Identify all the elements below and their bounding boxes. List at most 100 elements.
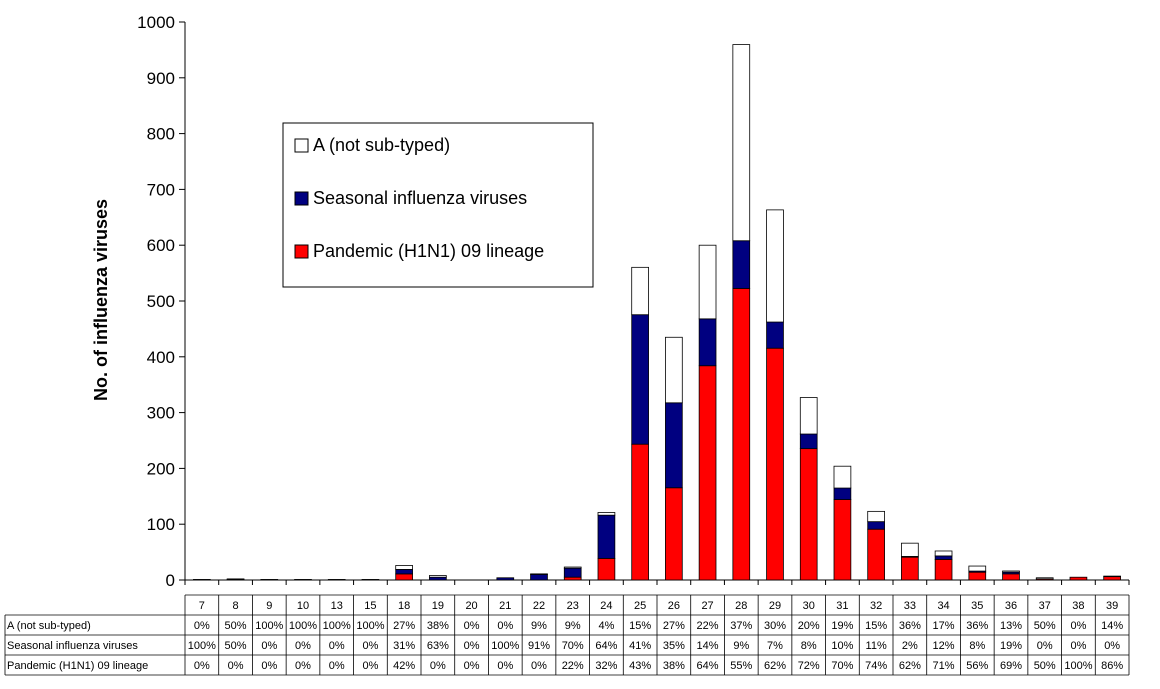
bar-segment — [631, 314, 649, 445]
bar-stack-37 — [1035, 577, 1054, 581]
bar-segment — [1103, 575, 1121, 578]
y-tick-label: 600 — [147, 236, 175, 255]
bar-segment — [193, 579, 211, 581]
bar-stack-13 — [327, 579, 346, 581]
bar-segment — [327, 579, 346, 581]
bar-stack-34 — [934, 550, 953, 581]
table-header-cell: 29 — [769, 600, 781, 612]
table-cell: 63% — [427, 640, 449, 652]
bar-stack-8 — [226, 578, 245, 581]
bar-segment — [968, 565, 987, 572]
table-header-cell: 39 — [1106, 600, 1118, 612]
table-header-cell: 9 — [266, 600, 272, 612]
bar-segment — [563, 576, 582, 581]
bar-segment — [1103, 576, 1121, 581]
table-cell: 0% — [194, 660, 210, 672]
table-cell: 0% — [1037, 640, 1053, 652]
bar-segment — [867, 521, 885, 530]
bar-stack-22 — [530, 573, 548, 581]
table-cell: 91% — [528, 640, 550, 652]
bar-stack-18 — [395, 565, 413, 581]
bar-segment — [395, 573, 413, 581]
y-tick-label: 800 — [147, 125, 175, 144]
y-tick-label: 700 — [147, 180, 175, 199]
y-axis: 0 100 200 300 400 500 600 700 800 900 1000 — [137, 13, 1130, 590]
table-cell: 55% — [730, 660, 752, 672]
table-cell: 13% — [1000, 620, 1022, 632]
table-header-cell: 37 — [1039, 600, 1051, 612]
table-cell: 35% — [663, 640, 685, 652]
table-cell: 9% — [565, 620, 581, 632]
table-cell: 0% — [531, 660, 547, 672]
table-cell: 22% — [562, 660, 584, 672]
table-cell: 15% — [629, 620, 651, 632]
table-cell: 43% — [629, 660, 651, 672]
bar-segment — [732, 44, 751, 242]
bar-segment — [429, 575, 447, 578]
bar-stack-27 — [698, 244, 717, 581]
y-tick-label: 1000 — [137, 13, 175, 32]
table-header-cell: 20 — [465, 600, 477, 612]
bar-segment — [732, 240, 751, 289]
table-cell: 17% — [933, 620, 955, 632]
table-cell: 64% — [697, 660, 719, 672]
table-cell: 50% — [225, 640, 247, 652]
bar-segment — [1002, 573, 1020, 581]
table-cell: 100% — [323, 620, 351, 632]
bar-segment — [901, 542, 919, 557]
bar-stack-32 — [867, 510, 885, 581]
table-header-cell: 10 — [297, 600, 309, 612]
legend-entry: Seasonal influenza viruses — [313, 188, 527, 208]
table-cell: 38% — [427, 620, 449, 632]
bar-segment — [766, 209, 784, 323]
bar-segment — [395, 565, 413, 570]
legend: A (not sub-typed) Seasonal influenza viru… — [282, 122, 594, 288]
table-cell: 70% — [831, 660, 853, 672]
table-cell: 0% — [194, 620, 210, 632]
y-tick-label: 500 — [147, 292, 175, 311]
bar-segment — [563, 566, 582, 569]
table-cell: 0% — [295, 660, 311, 672]
table-header-cell: 31 — [836, 600, 848, 612]
bar-segment — [799, 448, 818, 581]
table-cell: 56% — [966, 660, 988, 672]
table-header-cell: 22 — [533, 600, 545, 612]
y-tick-label: 100 — [147, 515, 175, 534]
bar-segment — [1069, 576, 1088, 581]
bar-stack-36 — [1002, 570, 1020, 581]
table-row-label: Seasonal influenza viruses — [7, 640, 138, 652]
table-cell: 0% — [464, 640, 480, 652]
table-cell: 41% — [629, 640, 651, 652]
table-cell: 36% — [966, 620, 988, 632]
bar-segment — [833, 487, 852, 500]
y-tick-label: 400 — [147, 348, 175, 367]
bar-segment — [429, 576, 447, 581]
bar-segment — [934, 558, 953, 581]
bar-segment — [530, 574, 548, 581]
bars — [193, 44, 1121, 581]
table-cell: 19% — [831, 620, 853, 632]
table-cell: 15% — [865, 620, 887, 632]
table-header-cell: 26 — [668, 600, 680, 612]
table-cell: 100% — [255, 620, 283, 632]
bar-segment — [631, 443, 649, 581]
bar-segment — [260, 579, 279, 581]
bar-stack-19 — [429, 575, 447, 581]
table-header-cell: 25 — [634, 600, 646, 612]
bar-stack-31 — [833, 465, 852, 581]
table-header-cell: 23 — [567, 600, 579, 612]
table-header-cell: 28 — [735, 600, 747, 612]
table-header-cell: 18 — [398, 600, 410, 612]
table-cell: 72% — [798, 660, 820, 672]
bar-segment — [732, 288, 751, 581]
table-cell: 100% — [188, 640, 216, 652]
bar-segment — [934, 550, 953, 557]
bar-segment — [968, 571, 987, 581]
table-cell: 42% — [393, 660, 415, 672]
bar-stack-25 — [631, 266, 649, 581]
table-cell: 9% — [531, 620, 547, 632]
table-cell: 37% — [730, 620, 752, 632]
table-cell: 0% — [497, 620, 513, 632]
table-cell: 30% — [764, 620, 786, 632]
table-cell: 0% — [329, 660, 345, 672]
